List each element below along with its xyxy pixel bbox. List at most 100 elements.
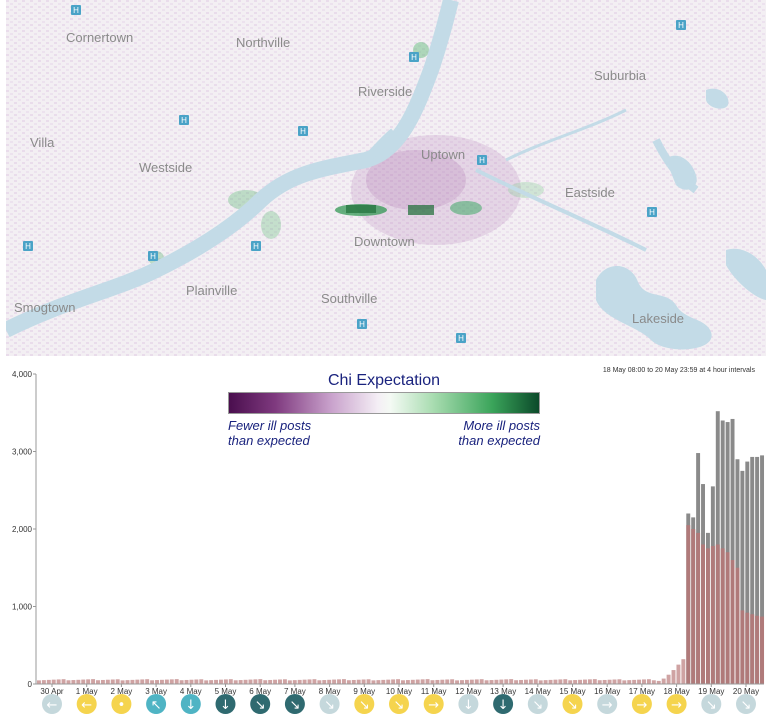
bar (523, 679, 528, 684)
wind-indicator[interactable]: ← (76, 694, 97, 714)
wind-indicator[interactable]: → (631, 694, 652, 714)
bar (405, 680, 410, 684)
wind-arrow-icon: ↘ (359, 698, 370, 713)
svg-text:H: H (25, 242, 31, 251)
wind-indicator[interactable]: ↓ (493, 694, 514, 714)
wind-indicator[interactable]: • (111, 694, 132, 714)
bar (445, 679, 450, 684)
x-tick-label: 16 May (594, 687, 620, 696)
chart-panel[interactable]: 18 May 08:00 to 20 May 23:59 at 4 hour i… (0, 360, 766, 716)
x-tick-label: 18 May (663, 687, 689, 696)
bar (243, 679, 248, 684)
bar (415, 679, 420, 684)
wind-indicator[interactable]: ↘ (701, 694, 722, 714)
y-tick-label: 0 (28, 680, 33, 689)
wind-indicator[interactable]: → (423, 694, 444, 714)
bar (204, 680, 209, 684)
bar-chart[interactable]: 18 May 08:00 to 20 May 23:59 at 4 hour i… (0, 360, 766, 716)
legend-fewer-label: Fewer ill posts than expected (228, 418, 311, 448)
bar (150, 680, 155, 684)
wind-indicator[interactable]: ↖ (146, 694, 167, 714)
bar (371, 680, 376, 684)
wind-circle (111, 694, 132, 714)
district-lakeside: Lakeside (632, 311, 684, 326)
bar (115, 679, 120, 684)
wind-indicator[interactable]: ↘ (389, 694, 409, 714)
bar (420, 679, 425, 684)
bar (548, 679, 553, 684)
x-tick-label: 15 May (559, 687, 585, 696)
x-tick-label: 14 May (525, 687, 551, 696)
bar-ill (750, 614, 755, 684)
bar (469, 679, 474, 684)
bar (479, 679, 484, 684)
bar (81, 679, 86, 684)
bar (637, 679, 642, 684)
bar-ill (715, 544, 720, 684)
bar (140, 679, 145, 684)
wind-indicator[interactable]: ↘ (562, 694, 583, 714)
wind-arrow-icon: ← (47, 698, 58, 713)
bar-ill (701, 544, 705, 684)
bar (676, 664, 681, 684)
wind-indicator[interactable]: ↓ (215, 694, 236, 714)
x-tick-label: 11 May (421, 687, 447, 696)
wind-indicator[interactable]: ← (42, 694, 62, 714)
wind-circle (250, 694, 271, 714)
time-range-note: 18 May 08:00 to 20 May 23:59 at 4 hour i… (603, 367, 756, 374)
wind-circle (631, 694, 652, 714)
legend-fewer-line1: Fewer ill posts (228, 418, 312, 433)
wind-indicator[interactable]: ↘ (250, 694, 271, 714)
bar (489, 680, 494, 684)
wind-indicator[interactable]: ↘ (354, 694, 375, 714)
bar (464, 679, 469, 684)
wind-circle (354, 694, 375, 714)
bar (450, 679, 455, 684)
map-panel[interactable]: H H H H H H H H H H H H Cornertown North… (6, 0, 766, 356)
legend-more-label: More ill posts than expected (458, 418, 540, 448)
bar (607, 679, 612, 684)
fewer-posts-core (366, 150, 466, 210)
wind-indicator[interactable]: ↘ (284, 694, 305, 714)
wind-indicator[interactable]: ↘ (319, 694, 340, 714)
bar (91, 679, 96, 684)
bar (327, 679, 332, 684)
bar (317, 680, 322, 684)
bar (263, 680, 268, 684)
x-tick-label: 30 Apr (40, 687, 63, 696)
map-canvas[interactable]: H H H H H H H H H H H H Cornertown North… (6, 0, 766, 356)
wind-circle (527, 694, 548, 714)
bar (425, 679, 430, 684)
bar-ill (710, 546, 715, 684)
bar (612, 679, 617, 684)
bar (553, 679, 558, 684)
wind-indicator[interactable]: ↘ (527, 694, 548, 714)
bar (312, 679, 317, 684)
bar (656, 680, 661, 684)
bar (184, 679, 189, 684)
wind-indicator[interactable]: → (597, 694, 618, 714)
wind-indicator[interactable]: ↓ (458, 694, 479, 714)
district-northville: Northville (236, 35, 290, 50)
bar (651, 680, 656, 684)
legend-more-line2: than expected (458, 433, 540, 448)
bar (602, 679, 607, 684)
wind-circle (146, 694, 167, 714)
bar (509, 679, 514, 684)
bar (214, 679, 219, 684)
wind-circle (458, 694, 479, 714)
svg-text:H: H (73, 6, 79, 15)
bar (460, 680, 464, 684)
wind-indicator[interactable]: → (666, 694, 687, 714)
wind-circle (319, 694, 340, 714)
bar (440, 679, 445, 684)
bar (578, 679, 583, 684)
bar-ill (720, 548, 725, 684)
wind-indicator[interactable]: ↓ (180, 694, 201, 714)
wind-indicator[interactable]: ↘ (736, 694, 756, 714)
chi-legend: Chi Expectation Fewer ill posts than exp… (226, 372, 542, 456)
wind-direction-row[interactable]: ← ← • ↖ ↓ ↓ ↘ ↘ ↘ ↘ ↘ → ↓ ↓ ↘ ↘ → → → ↘ ↘ (42, 694, 756, 714)
x-tick-label: 6 May (249, 687, 271, 696)
bar (194, 679, 199, 684)
hospital-icons: H H H H H H H H H H H H (23, 5, 686, 343)
